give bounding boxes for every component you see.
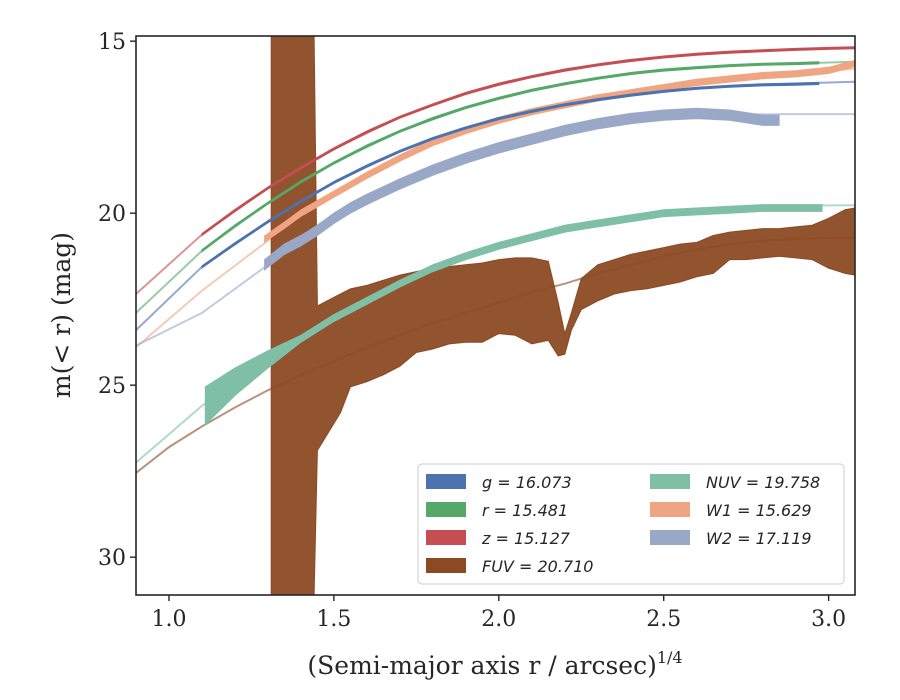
data-band-r — [201, 61, 820, 253]
data-band-nuv — [204, 204, 823, 426]
plot-area — [136, 36, 855, 595]
x-tick-label: 1.0 — [151, 607, 186, 632]
legend-label-fuv: FUV = 20.710 — [482, 557, 593, 576]
y-tick-label: 15 — [98, 30, 126, 55]
x-axis-label: (Semi-major axis r / arcsec)1/4 — [307, 648, 682, 680]
legend-label-g: g = 16.073 — [482, 473, 572, 492]
legend-swatch-nuv — [650, 474, 690, 489]
legend-swatch-z — [426, 530, 466, 545]
legend-swatch-g — [426, 474, 466, 489]
x-tick-label: 2.0 — [481, 607, 516, 632]
data-band-g — [201, 81, 820, 269]
x-axis-label-superscript: 1/4 — [657, 648, 683, 667]
legend-swatch-w1 — [650, 502, 690, 517]
y-tick-label: 30 — [98, 546, 126, 571]
data-band-fuv — [270, 36, 855, 595]
data-band-z — [201, 46, 855, 237]
legend-label-z: z = 15.127 — [481, 529, 571, 548]
legend-label-nuv: NUV = 19.758 — [706, 473, 820, 492]
legend-swatch-fuv — [426, 558, 466, 573]
y-axis-label: m(< r) (mag) — [47, 232, 76, 398]
legend-swatch-w2 — [650, 530, 690, 545]
data-band-w2 — [264, 107, 780, 271]
legend-frame — [417, 463, 845, 585]
y-tick-label: 25 — [98, 374, 126, 399]
plot-frame — [135, 35, 856, 596]
data-band-w1 — [264, 59, 855, 244]
y-axis: 15 20 25 30 — [98, 30, 136, 571]
y-tick-label: 20 — [98, 202, 126, 227]
x-tick-label: 3.0 — [811, 607, 846, 632]
legend: g = 16.073 r = 15.481 z = 15.127 FUV = 20.7… — [417, 463, 845, 585]
x-tick-label: 2.5 — [646, 607, 681, 632]
legend-label-r: r = 15.481 — [482, 501, 568, 520]
legend-label-w1: W1 = 15.629 — [706, 501, 812, 520]
legend-swatch-r — [426, 502, 466, 517]
data-bands — [201, 36, 855, 595]
legend-label-w2: W2 = 17.119 — [706, 529, 812, 548]
x-tick-label: 1.5 — [316, 607, 351, 632]
x-axis: 1.0 1.5 2.0 2.5 3.0 — [151, 595, 846, 632]
